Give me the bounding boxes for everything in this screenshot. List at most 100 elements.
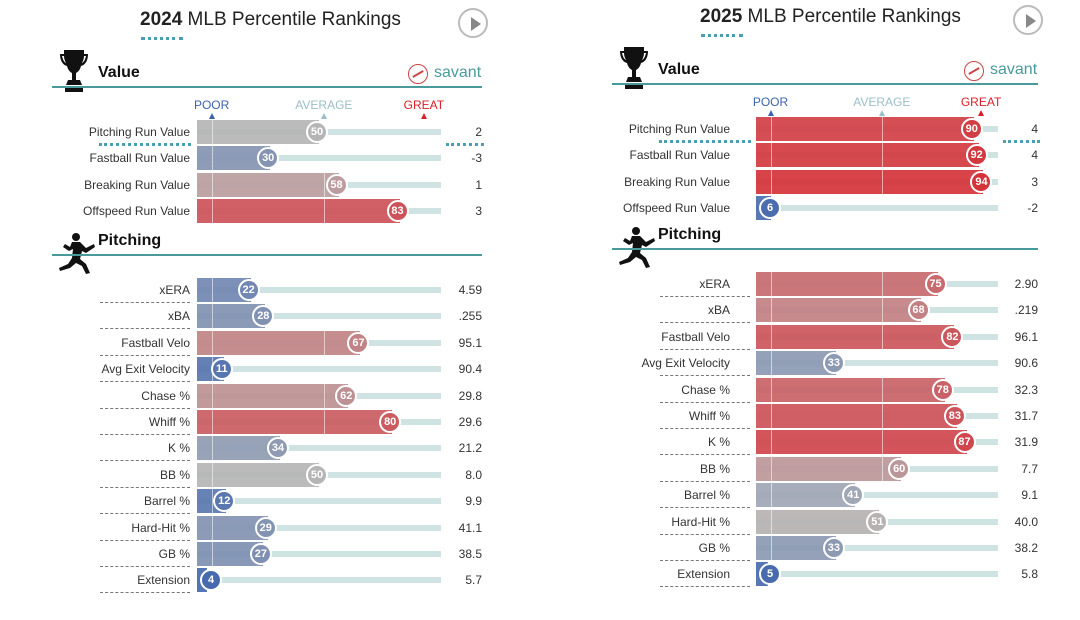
savant-brand: savant: [990, 61, 1038, 78]
percentile-badge[interactable]: 94: [970, 171, 993, 193]
percentile-badge[interactable]: 28: [252, 305, 275, 327]
gridline: [211, 278, 213, 302]
metric-value: -3: [471, 151, 482, 165]
percentile-bar[interactable]: [756, 536, 836, 560]
row-separator: [100, 381, 190, 382]
metric-label: Whiff %: [688, 409, 730, 423]
percentile-bar[interactable]: [756, 378, 945, 402]
percentile-badge[interactable]: 33: [822, 537, 845, 559]
percentile-badge[interactable]: 6: [759, 197, 781, 219]
percentile-bar[interactable]: [197, 173, 339, 197]
scale-great-marker: [420, 113, 427, 119]
percentile-bar[interactable]: [756, 298, 921, 322]
metric-value: .255: [458, 309, 482, 323]
section-divider: [612, 248, 1038, 250]
percentile-bar[interactable]: [197, 120, 319, 144]
percentile-badge[interactable]: 22: [237, 279, 260, 301]
percentile-bar[interactable]: [756, 430, 967, 454]
percentile-bar[interactable]: [197, 331, 361, 355]
metric-label: Fastball Velo: [121, 336, 190, 350]
highlight-right-dots: [1003, 140, 1040, 143]
percentile-badge[interactable]: 87: [953, 431, 976, 453]
row-separator: [100, 408, 190, 409]
metric-label: Hard-Hit %: [131, 521, 190, 535]
percentile-badge[interactable]: 5: [759, 563, 781, 585]
percentile-bar[interactable]: [756, 143, 979, 167]
metric-label: Pitching Run Value: [88, 125, 190, 139]
percentile-track: [197, 313, 441, 319]
percentile-badge[interactable]: 62: [335, 385, 358, 407]
gridline: [881, 325, 883, 349]
percentile-bar[interactable]: [197, 410, 393, 434]
metric-label: Hard-Hit %: [671, 515, 730, 529]
percentile-badge[interactable]: 33: [822, 352, 845, 374]
percentile-badge[interactable]: 30: [257, 147, 280, 169]
percentile-badge[interactable]: 90: [960, 118, 983, 140]
percentile-badge[interactable]: 80: [379, 411, 402, 433]
percentile-badge[interactable]: 29: [254, 517, 277, 539]
percentile-badge[interactable]: 12: [213, 490, 236, 512]
percentile-bar[interactable]: [756, 483, 856, 507]
percentile-bar[interactable]: [756, 272, 938, 296]
scale-great-label: GREAT: [960, 95, 1002, 109]
percentile-badge[interactable]: 58: [325, 174, 348, 196]
percentile-badge[interactable]: 82: [941, 326, 964, 348]
play-button[interactable]: [458, 8, 488, 38]
trophy-icon: [620, 45, 648, 96]
metric-value: 29.8: [458, 389, 482, 403]
percentile-bar[interactable]: [756, 457, 902, 481]
percentile-bar[interactable]: [197, 199, 400, 223]
percentile-badge[interactable]: 83: [943, 405, 966, 427]
percentile-badge[interactable]: 41: [842, 484, 865, 506]
row-separator: [660, 586, 750, 587]
percentile-badge[interactable]: 11: [210, 358, 233, 380]
row-separator: [100, 513, 190, 514]
percentile-badge[interactable]: 27: [249, 543, 272, 565]
scale-poor-label: POOR: [752, 95, 789, 109]
metric-label: xBA: [707, 303, 730, 317]
percentile-badge[interactable]: 67: [347, 332, 370, 354]
row-separator: [660, 402, 750, 403]
percentile-badge[interactable]: 92: [965, 144, 988, 166]
percentile-bar[interactable]: [197, 463, 319, 487]
metric-value: 5.7: [465, 573, 482, 587]
percentile-badge[interactable]: 78: [931, 379, 954, 401]
percentile-bar[interactable]: [756, 325, 955, 349]
percentile-bar[interactable]: [197, 384, 349, 408]
percentile-bar[interactable]: [756, 404, 957, 428]
highlight-left-dots: [659, 140, 751, 143]
row-separator: [660, 560, 750, 561]
gridline: [211, 146, 213, 170]
percentile-badge[interactable]: 68: [907, 299, 930, 321]
savant-brand: savant: [434, 64, 482, 81]
row-separator: [100, 460, 190, 461]
metric-label: K %: [167, 441, 190, 455]
percentile-bar[interactable]: [756, 170, 984, 194]
highlight-right-dots: [446, 143, 484, 146]
percentile-bar[interactable]: [756, 351, 836, 375]
metric-label: Extension: [137, 573, 190, 587]
percentile-badge[interactable]: 50: [306, 121, 328, 143]
scale-average-label: AVERAGE: [853, 95, 911, 109]
metric-label: BB %: [159, 468, 190, 482]
metric-label: Barrel %: [143, 494, 190, 508]
percentile-badge[interactable]: 4: [200, 569, 222, 591]
play-button[interactable]: [1013, 5, 1043, 35]
gridline: [881, 170, 883, 194]
percentile-track: [197, 287, 441, 293]
percentile-badge[interactable]: 83: [386, 200, 409, 222]
percentile-badge[interactable]: 34: [266, 437, 289, 459]
percentile-badge[interactable]: 75: [924, 273, 947, 295]
chart-title-text: MLB Percentile Rankings: [742, 6, 961, 27]
gridline: [323, 384, 325, 408]
gridline: [881, 378, 883, 402]
percentile-bar[interactable]: [197, 436, 280, 460]
scale-average-marker: [878, 110, 885, 116]
percentile-badge[interactable]: 60: [888, 458, 911, 480]
percentile-bar[interactable]: [756, 117, 974, 141]
percentile-badge[interactable]: 50: [306, 464, 328, 486]
percentile-badge[interactable]: 51: [866, 511, 889, 533]
metric-value: 41.1: [458, 521, 482, 535]
percentile-bar[interactable]: [756, 510, 880, 534]
metric-label: Breaking Run Value: [84, 178, 190, 192]
